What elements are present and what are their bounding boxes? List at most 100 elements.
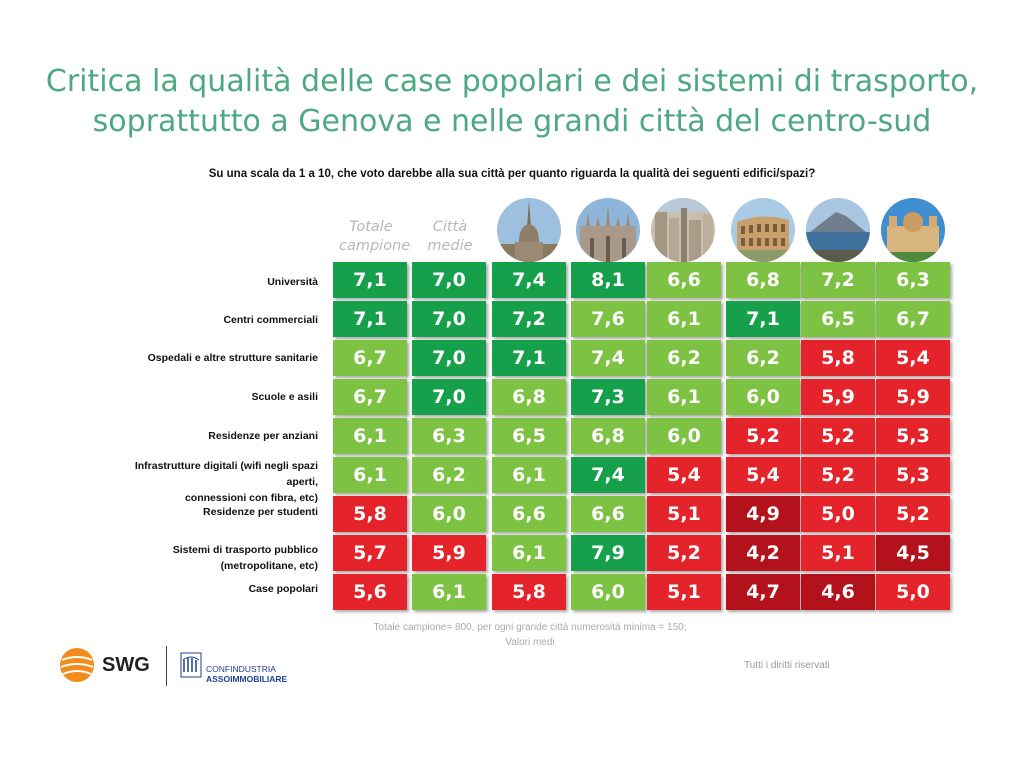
row-label-infrastrutture-line-2: connessioni con fibra, etc) [184, 492, 318, 504]
confindustria-emblem-icon [180, 652, 202, 678]
score-cell: 5,0 [876, 574, 950, 610]
score-cell: 6,7 [876, 301, 950, 337]
score-cell: 5,3 [876, 418, 950, 454]
score-cell: 5,0 [801, 496, 875, 532]
score-cell: 5,1 [801, 535, 875, 571]
score-cell: 6,0 [571, 574, 645, 610]
row-label-infrastrutture-digitali: Infrastrutture digitali (wifi negli spaz… [120, 458, 318, 506]
row-label-ospedali: Ospedali e altre strutture sanitarie [147, 352, 318, 364]
score-cell: 7,0 [412, 340, 486, 376]
survey-question: Su una scala da 1 a 10, che voto darebbe… [208, 168, 816, 180]
score-cell: 6,6 [492, 496, 566, 532]
score-cell: 4,6 [801, 574, 875, 610]
genova-icon [651, 198, 715, 262]
score-cell: 6,1 [333, 457, 407, 493]
row-label-trasporto-pubblico: Sistemi di trasporto pubblico (metropoli… [172, 544, 318, 572]
swg-logo: SWG [58, 646, 150, 684]
score-cell: 7,0 [412, 262, 486, 298]
score-cell: 6,1 [647, 301, 721, 337]
score-cell: 7,1 [726, 301, 800, 337]
confindustria-logo: CONFINDUSTRIA ASSOIMMOBILIARE [180, 652, 287, 684]
score-cell: 6,8 [571, 418, 645, 454]
score-cell: 5,9 [876, 379, 950, 415]
score-cell: 5,2 [801, 457, 875, 493]
score-cell: 6,5 [492, 418, 566, 454]
row-label-residenze-anziani: Residenze per anziani [208, 430, 318, 442]
score-cell: 6,1 [333, 418, 407, 454]
score-cell: 6,0 [726, 379, 800, 415]
score-cell: 5,2 [801, 418, 875, 454]
score-cell: 7,0 [412, 379, 486, 415]
row-label-residenze-studenti: Residenze per studenti [203, 506, 318, 518]
score-cell: 5,1 [647, 496, 721, 532]
score-cell: 7,3 [571, 379, 645, 415]
score-cell: 5,2 [876, 496, 950, 532]
sample-note-line-2: Valori medi [505, 637, 555, 648]
score-cell: 5,7 [333, 535, 407, 571]
row-label-infrastrutture-line-1: Infrastrutture digitali (wifi negli spaz… [134, 460, 318, 488]
score-cell: 5,4 [647, 457, 721, 493]
napoli-icon [806, 198, 870, 262]
score-cell: 5,8 [492, 574, 566, 610]
confindustria-text: CONFINDUSTRIA [206, 664, 276, 674]
score-cell: 7,0 [412, 301, 486, 337]
swg-globe-icon [60, 648, 94, 682]
column-header-totale: Totale campione [333, 218, 411, 256]
score-cell: 5,2 [726, 418, 800, 454]
score-cell: 5,6 [333, 574, 407, 610]
sample-note-line-1: Totale campione= 800, per ogni grande ci… [373, 622, 687, 633]
score-cell: 8,1 [571, 262, 645, 298]
score-cell: 5,1 [647, 574, 721, 610]
score-cell: 7,1 [333, 301, 407, 337]
score-cell: 7,2 [492, 301, 566, 337]
score-cell: 7,1 [492, 340, 566, 376]
palermo-icon [881, 198, 945, 262]
title-line-2: soprattutto a Genova e nelle grandi citt… [92, 104, 932, 139]
score-cell: 6,2 [726, 340, 800, 376]
score-cell: 5,9 [412, 535, 486, 571]
score-cell: 6,1 [492, 535, 566, 571]
title-line-1: Critica la qualità delle case popolari e… [45, 64, 979, 99]
score-cell: 6,3 [876, 262, 950, 298]
column-header-totale-text: Totale campione [339, 219, 411, 254]
score-cell: 6,6 [647, 262, 721, 298]
score-cell: 4,9 [726, 496, 800, 532]
score-cell: 6,1 [492, 457, 566, 493]
score-cell: 5,4 [876, 340, 950, 376]
row-label-universita: Università [267, 276, 318, 288]
score-cell: 5,3 [876, 457, 950, 493]
score-cell: 6,3 [412, 418, 486, 454]
score-cell: 6,0 [647, 418, 721, 454]
score-cell: 6,8 [726, 262, 800, 298]
logo-separator [166, 646, 167, 686]
score-cell: 4,5 [876, 535, 950, 571]
score-cell: 7,1 [333, 262, 407, 298]
row-label-case-popolari: Case popolari [248, 583, 318, 595]
score-cell: 6,8 [492, 379, 566, 415]
score-cell: 7,4 [571, 340, 645, 376]
score-cell: 6,1 [647, 379, 721, 415]
row-label-scuole: Scuole e asili [251, 391, 318, 403]
score-cell: 6,7 [333, 340, 407, 376]
score-cell: 6,1 [412, 574, 486, 610]
score-cell: 7,2 [801, 262, 875, 298]
score-cell: 6,2 [412, 457, 486, 493]
score-cell: 7,6 [571, 301, 645, 337]
score-cell: 7,9 [571, 535, 645, 571]
row-label-centri-commerciali: Centri commerciali [223, 314, 318, 326]
score-cell: 5,4 [726, 457, 800, 493]
rights-reserved: Tutti i diritti riservati [744, 660, 830, 671]
score-cell: 5,2 [647, 535, 721, 571]
score-cell: 6,7 [333, 379, 407, 415]
sample-note: Totale campione= 800, per ogni grande ci… [320, 620, 740, 650]
milano-icon [576, 198, 640, 262]
torino-icon [497, 198, 561, 262]
score-cell: 4,2 [726, 535, 800, 571]
score-cell: 4,7 [726, 574, 800, 610]
score-cell: 6,2 [647, 340, 721, 376]
score-cell: 6,5 [801, 301, 875, 337]
score-cell: 7,4 [492, 262, 566, 298]
score-cell: 7,4 [571, 457, 645, 493]
column-header-medie-text: Città medie [427, 219, 473, 254]
score-cell: 5,9 [801, 379, 875, 415]
